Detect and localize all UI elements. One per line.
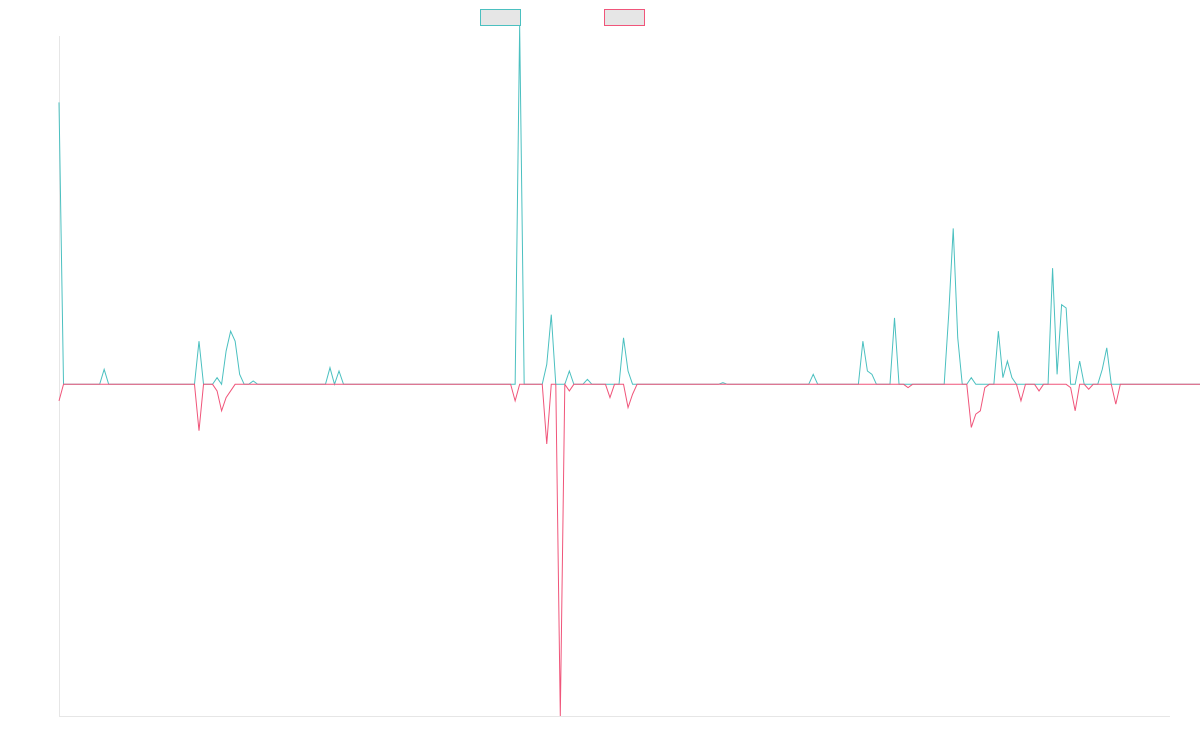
series-layer bbox=[58, 26, 1200, 717]
legend-swatch-series-2[interactable] bbox=[604, 9, 645, 26]
legend[interactable] bbox=[480, 9, 645, 26]
legend-swatch-series-1[interactable] bbox=[480, 9, 521, 26]
series-2-line bbox=[58, 382, 1200, 717]
series-1-line bbox=[58, 26, 1200, 386]
